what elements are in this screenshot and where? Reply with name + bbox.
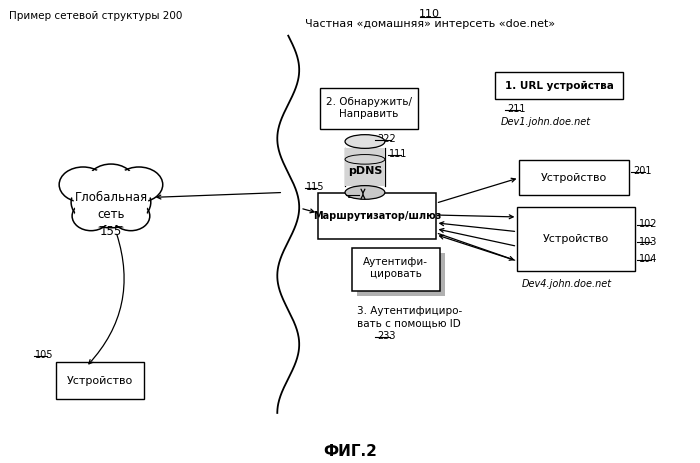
Ellipse shape — [90, 167, 132, 195]
Text: Пример сетевой структуры 200: Пример сетевой структуры 200 — [9, 11, 183, 21]
Text: Dev4.john.doe.net: Dev4.john.doe.net — [522, 279, 611, 289]
Bar — [517, 207, 635, 271]
Bar — [345, 148, 385, 186]
Text: 103: 103 — [639, 237, 657, 247]
Text: 111: 111 — [389, 150, 407, 159]
Text: Устройство: Устройство — [541, 173, 607, 183]
Text: Частная «домашняя» интерсеть «doe.net»: Частная «домашняя» интерсеть «doe.net» — [304, 19, 554, 29]
Bar — [318, 194, 435, 238]
Text: 3. Аутентифициро-
вать с помощью ID: 3. Аутентифициро- вать с помощью ID — [357, 306, 462, 329]
Text: 201: 201 — [633, 166, 652, 176]
Text: 233: 233 — [377, 331, 395, 341]
Text: 115: 115 — [306, 181, 325, 192]
Text: 1. URL устройства: 1. URL устройства — [505, 81, 614, 91]
Text: 222: 222 — [377, 134, 395, 144]
Text: Устройство: Устройство — [543, 234, 609, 244]
Text: Устройство: Устройство — [67, 375, 133, 386]
Bar — [320, 88, 418, 129]
Text: 102: 102 — [639, 219, 657, 229]
Ellipse shape — [112, 201, 150, 231]
Bar — [496, 72, 623, 100]
Ellipse shape — [71, 177, 150, 228]
Text: 110: 110 — [419, 9, 440, 19]
Text: 104: 104 — [639, 254, 657, 264]
Bar — [56, 362, 144, 399]
Bar — [519, 160, 629, 195]
Text: 105: 105 — [35, 350, 54, 360]
Ellipse shape — [114, 204, 147, 228]
Ellipse shape — [115, 167, 162, 202]
Ellipse shape — [75, 204, 108, 228]
Text: Глобальная
сеть
155: Глобальная сеть 155 — [74, 192, 148, 238]
Ellipse shape — [72, 201, 110, 231]
Bar — [357, 253, 444, 296]
Text: Dev1.john.doe.net: Dev1.john.doe.net — [500, 117, 591, 127]
Ellipse shape — [345, 186, 385, 200]
Bar — [345, 148, 385, 186]
Ellipse shape — [60, 167, 107, 202]
Text: 2. Обнаружить/
Направить: 2. Обнаружить/ Направить — [326, 97, 412, 119]
Text: ФИГ.2: ФИГ.2 — [323, 444, 377, 459]
Bar — [352, 248, 440, 291]
Text: Маршрутизатор/шлюз: Маршрутизатор/шлюз — [313, 211, 441, 221]
Ellipse shape — [74, 179, 148, 225]
Text: 211: 211 — [508, 104, 526, 114]
Text: pDNS: pDNS — [348, 166, 382, 176]
Text: Аутентифи-
цировать: Аутентифи- цировать — [363, 257, 428, 279]
Ellipse shape — [345, 135, 385, 148]
Ellipse shape — [88, 164, 134, 197]
Ellipse shape — [62, 169, 104, 200]
Text: 117: 117 — [347, 189, 365, 200]
Bar — [352, 284, 440, 291]
Ellipse shape — [118, 169, 160, 200]
